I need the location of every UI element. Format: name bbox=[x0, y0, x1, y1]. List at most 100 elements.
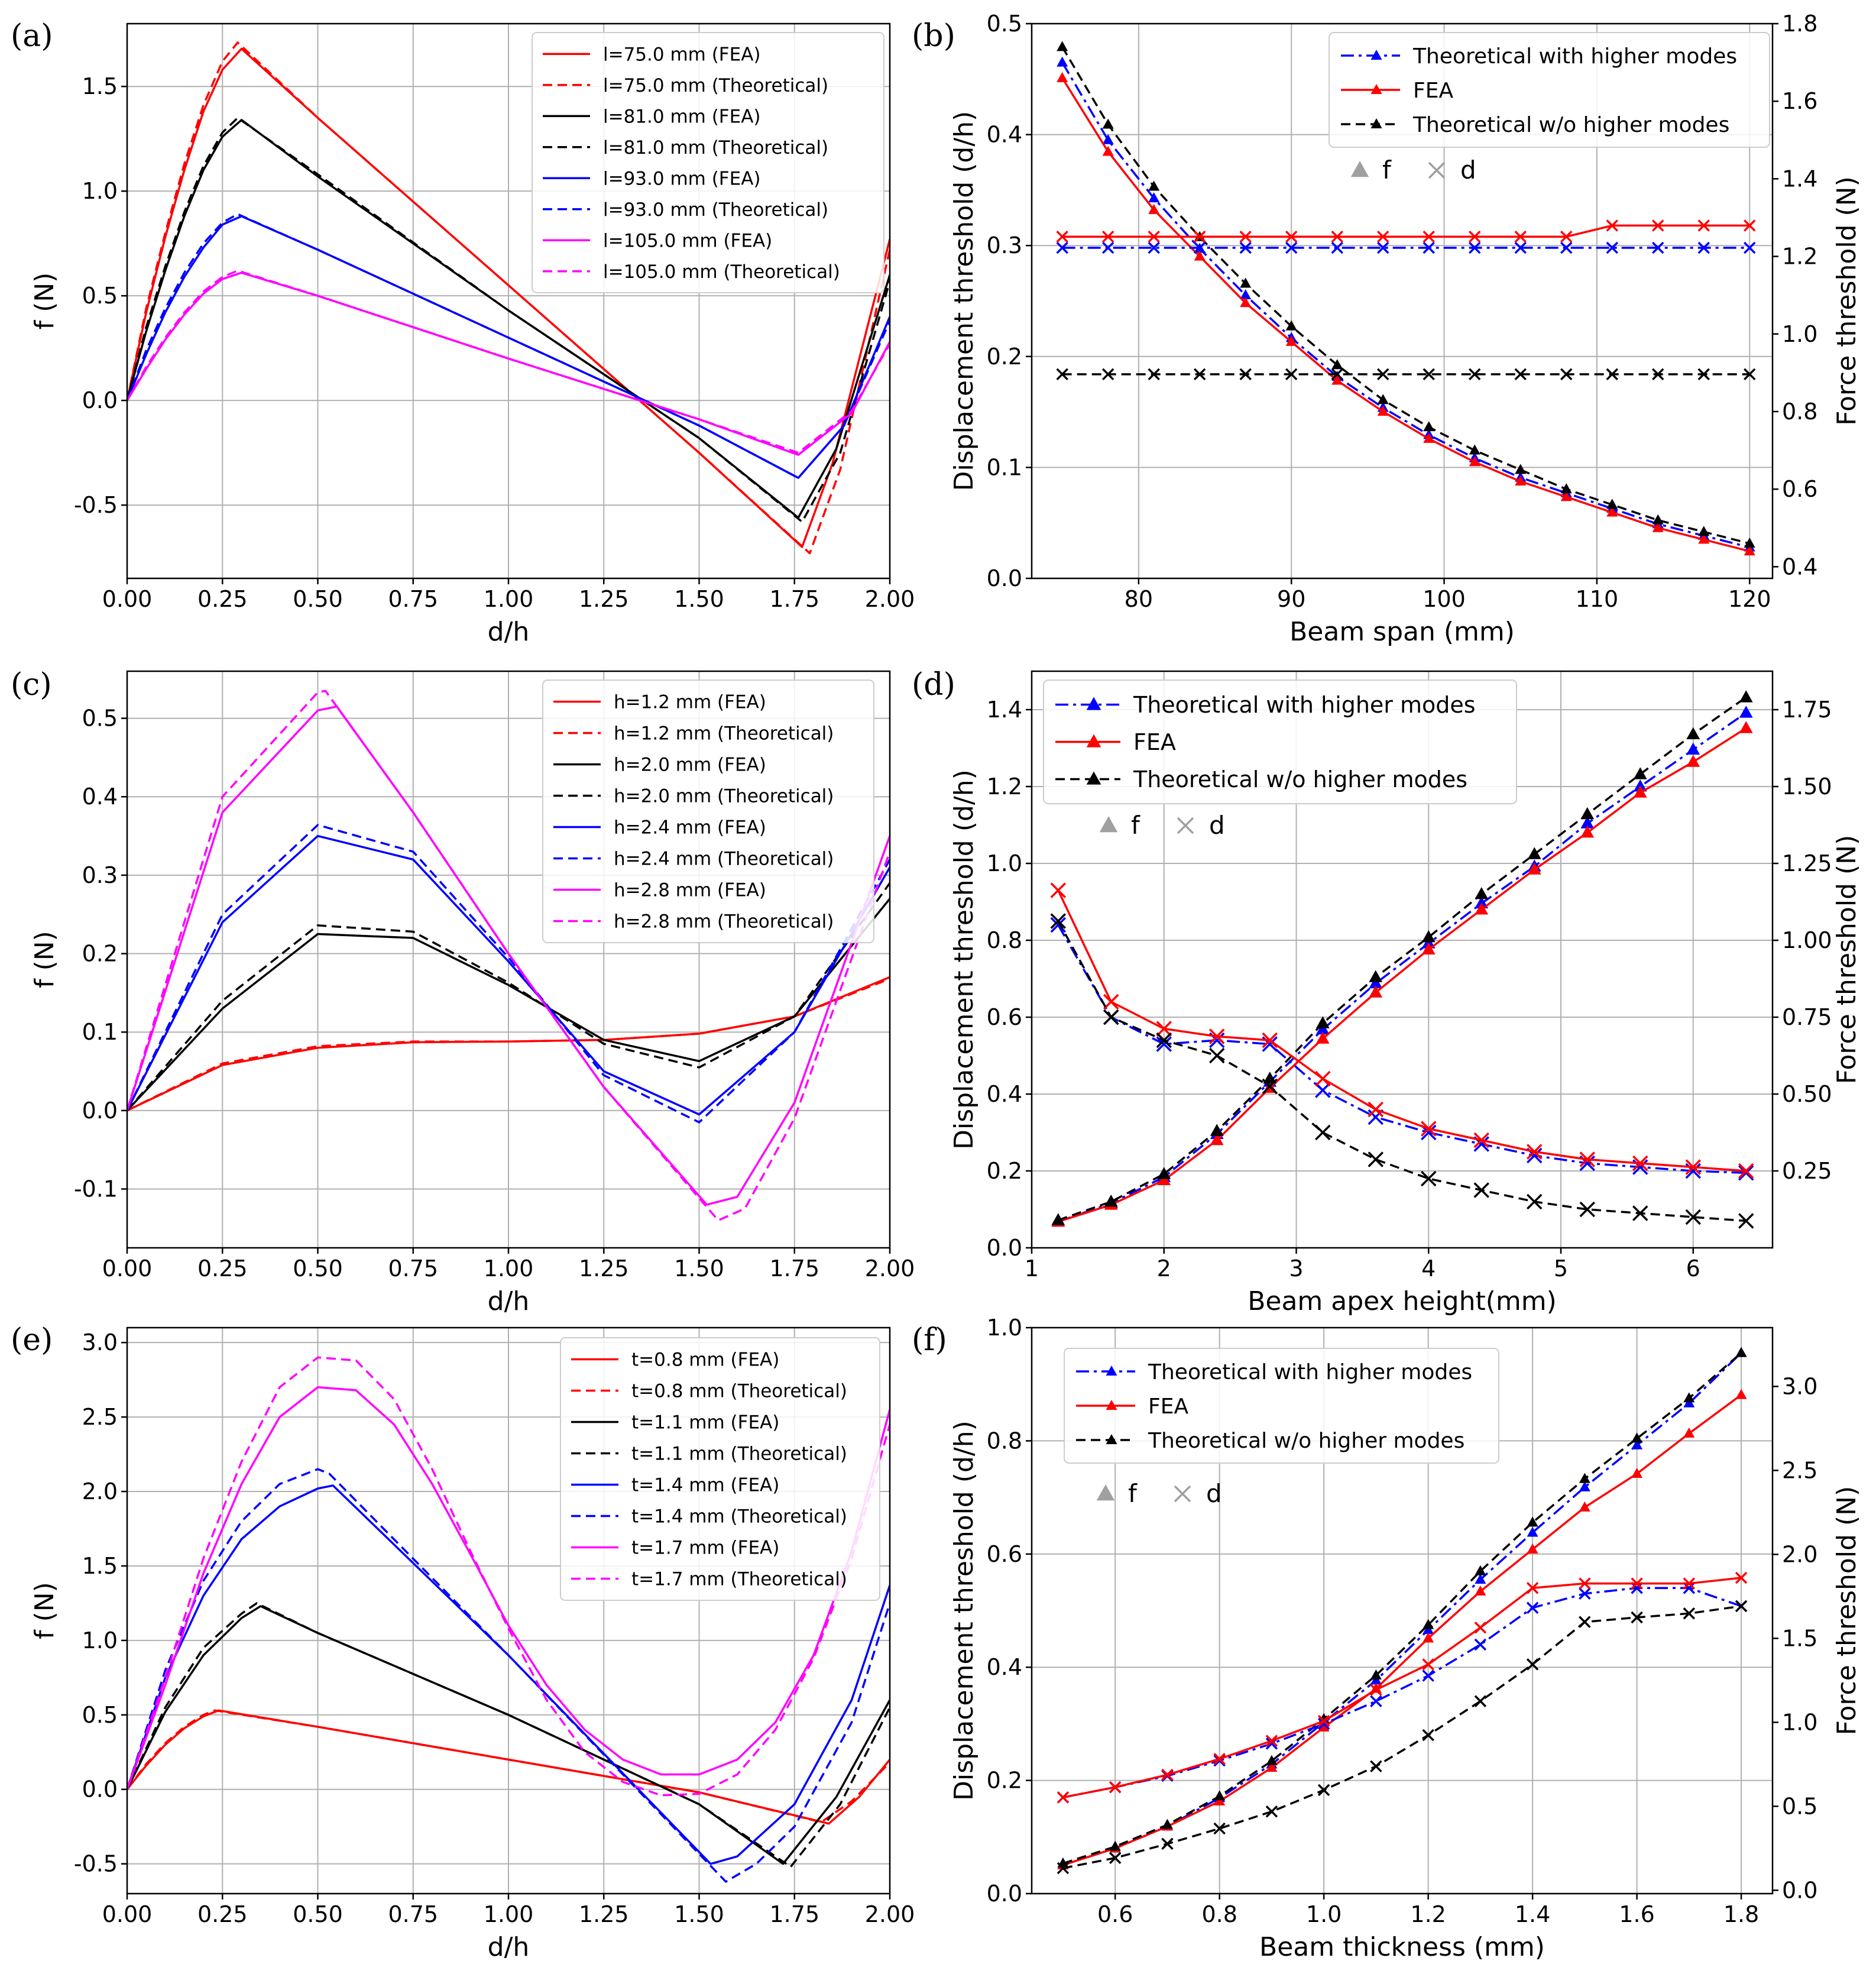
series-line bbox=[127, 882, 890, 1112]
x-axis-label: Beam thickness (mm) bbox=[1259, 1932, 1545, 1962]
y-tick-label: 0.1 bbox=[82, 1019, 118, 1045]
data-point-triangle bbox=[1109, 1840, 1121, 1851]
legend-label: h=2.4 mm (Theoretical) bbox=[614, 849, 834, 870]
series-line bbox=[1061, 77, 1750, 552]
data-point-triangle bbox=[1369, 976, 1383, 989]
data-point-triangle bbox=[1580, 807, 1595, 820]
data-point-x bbox=[1213, 1752, 1226, 1765]
data-point-x bbox=[1161, 1837, 1174, 1850]
series-line bbox=[127, 1602, 890, 1868]
data-point-x bbox=[1050, 882, 1066, 898]
series-line bbox=[1061, 46, 1750, 545]
legend-label: FEA bbox=[1133, 729, 1176, 755]
y-right-tick-label: 0.8 bbox=[1782, 399, 1817, 425]
legend: t=0.8 mm (FEA) t=0.8 mm (Theoretical) t=1.… bbox=[560, 1337, 880, 1601]
data-point-triangle bbox=[1421, 930, 1436, 943]
chart-panel-4: (d) 1 2 3 4 5 6 0.0 0.2 0.4 0.6 0.8 1.0 1.2 1.4 0.25 0.5… bbox=[912, 667, 1862, 1316]
data-point-x bbox=[1579, 1201, 1595, 1218]
data-point-x bbox=[1193, 230, 1206, 243]
data-point-x bbox=[1527, 1144, 1543, 1160]
data-point-x bbox=[1526, 1658, 1539, 1671]
x-tick-label: 0.25 bbox=[197, 586, 248, 612]
data-point-triangle bbox=[1469, 456, 1480, 467]
legend-label: l=81.0 mm (FEA) bbox=[603, 106, 761, 127]
x-tick-label: 1 bbox=[1025, 1256, 1039, 1282]
legend-label: FEA bbox=[1413, 79, 1453, 103]
marker-key-f-label: f bbox=[1382, 156, 1392, 185]
data-point-triangle bbox=[1157, 1167, 1171, 1179]
series-line bbox=[127, 978, 890, 1112]
data-point-x bbox=[1735, 1600, 1748, 1613]
data-point-triangle bbox=[1475, 1565, 1486, 1575]
data-point-triangle bbox=[1469, 444, 1480, 455]
x-tick-label: 80 bbox=[1125, 586, 1153, 612]
series-line bbox=[1062, 1577, 1742, 1799]
data-point-x bbox=[1265, 1735, 1278, 1747]
data-point-triangle bbox=[1683, 1397, 1695, 1407]
data-point-x bbox=[1683, 1607, 1696, 1620]
data-point-x bbox=[1683, 1577, 1696, 1590]
data-point-x bbox=[1738, 1165, 1754, 1181]
data-point-triangle bbox=[1580, 826, 1595, 838]
legend-label: Theoretical w/o higher modes bbox=[1412, 113, 1729, 137]
legend-label: h=1.2 mm (FEA) bbox=[614, 692, 766, 713]
data-point-x bbox=[1744, 241, 1756, 254]
data-point-x bbox=[1056, 241, 1068, 254]
y-tick-label: 1.2 bbox=[987, 774, 1022, 800]
data-point-x bbox=[1527, 1193, 1543, 1210]
series-line bbox=[1058, 696, 1747, 1221]
y-tick-label: 0.5 bbox=[82, 1702, 118, 1728]
data-point-triangle bbox=[1285, 335, 1297, 346]
series-line bbox=[127, 705, 890, 1206]
marker-key-d-label: d bbox=[1209, 811, 1225, 840]
legend-label: FEA bbox=[1148, 1394, 1188, 1419]
data-point-triangle bbox=[1633, 779, 1647, 792]
y-axis-label: f (N) bbox=[30, 931, 60, 988]
legend-marker-triangle bbox=[1370, 50, 1382, 60]
data-point-triangle bbox=[1102, 134, 1114, 144]
data-point-x bbox=[1156, 1036, 1172, 1052]
series-line bbox=[1058, 711, 1747, 1223]
data-point-x bbox=[1056, 368, 1068, 381]
y-tick-label: 0.2 bbox=[82, 941, 118, 967]
x-tick-label: 5 bbox=[1554, 1256, 1568, 1282]
data-point-x bbox=[1331, 368, 1343, 381]
data-point-triangle bbox=[1515, 475, 1527, 486]
y-tick-label: 0.0 bbox=[82, 387, 118, 413]
y-axis-label: f (N) bbox=[30, 273, 60, 330]
data-point-x bbox=[1317, 1784, 1330, 1797]
chart-panel-1: (a) 0.00 0.25 0.50 0.75 1.00 1.25 1.50 1.75 2.00 -… bbox=[11, 18, 915, 647]
x-axis-label: d/h bbox=[488, 1932, 530, 1962]
y-tick-label: 1.4 bbox=[987, 697, 1022, 723]
y-tick-label: 3.0 bbox=[82, 1329, 118, 1355]
data-point-x bbox=[1368, 1101, 1383, 1118]
chart-panel-3: (c) 0.00 0.25 0.50 0.75 1.00 1.25 1.50 1.75 2.00 -… bbox=[11, 667, 915, 1316]
legend-label: t=0.8 mm (Theoretical) bbox=[631, 1381, 847, 1402]
data-point-x bbox=[1514, 230, 1527, 243]
data-point-x bbox=[1652, 368, 1664, 381]
data-point-triangle bbox=[1369, 985, 1383, 998]
y-tick-label: 0.1 bbox=[987, 454, 1022, 480]
legend-label: l=105.0 mm (Theoretical) bbox=[603, 261, 840, 283]
data-point-triangle bbox=[1475, 887, 1489, 899]
data-point-x bbox=[1744, 368, 1756, 381]
x-tick-label: 0.00 bbox=[102, 586, 153, 612]
legend-label: l=93.0 mm (FEA) bbox=[603, 168, 761, 189]
plot-area bbox=[127, 1356, 890, 1883]
y-tick-label: -0.5 bbox=[74, 492, 118, 518]
y-tick-label: 1.0 bbox=[987, 1315, 1022, 1341]
data-point-triangle bbox=[1527, 1543, 1538, 1554]
y-tick-label: 0.2 bbox=[987, 1768, 1022, 1794]
data-point-x bbox=[1331, 241, 1343, 254]
legend-label: h=2.0 mm (Theoretical) bbox=[614, 786, 834, 807]
data-point-x bbox=[1239, 241, 1252, 254]
x-axis-label: d/h bbox=[488, 1286, 530, 1316]
x-tick-label: 110 bbox=[1576, 586, 1619, 612]
legend-label: Theoretical w/o higher modes bbox=[1148, 1429, 1464, 1453]
x-tick-label: 1.4 bbox=[1515, 1901, 1550, 1927]
data-point-x bbox=[1468, 230, 1481, 243]
axes-frame bbox=[1031, 670, 1774, 1249]
data-point-x bbox=[1422, 1729, 1434, 1742]
data-point-x bbox=[1109, 1781, 1122, 1794]
